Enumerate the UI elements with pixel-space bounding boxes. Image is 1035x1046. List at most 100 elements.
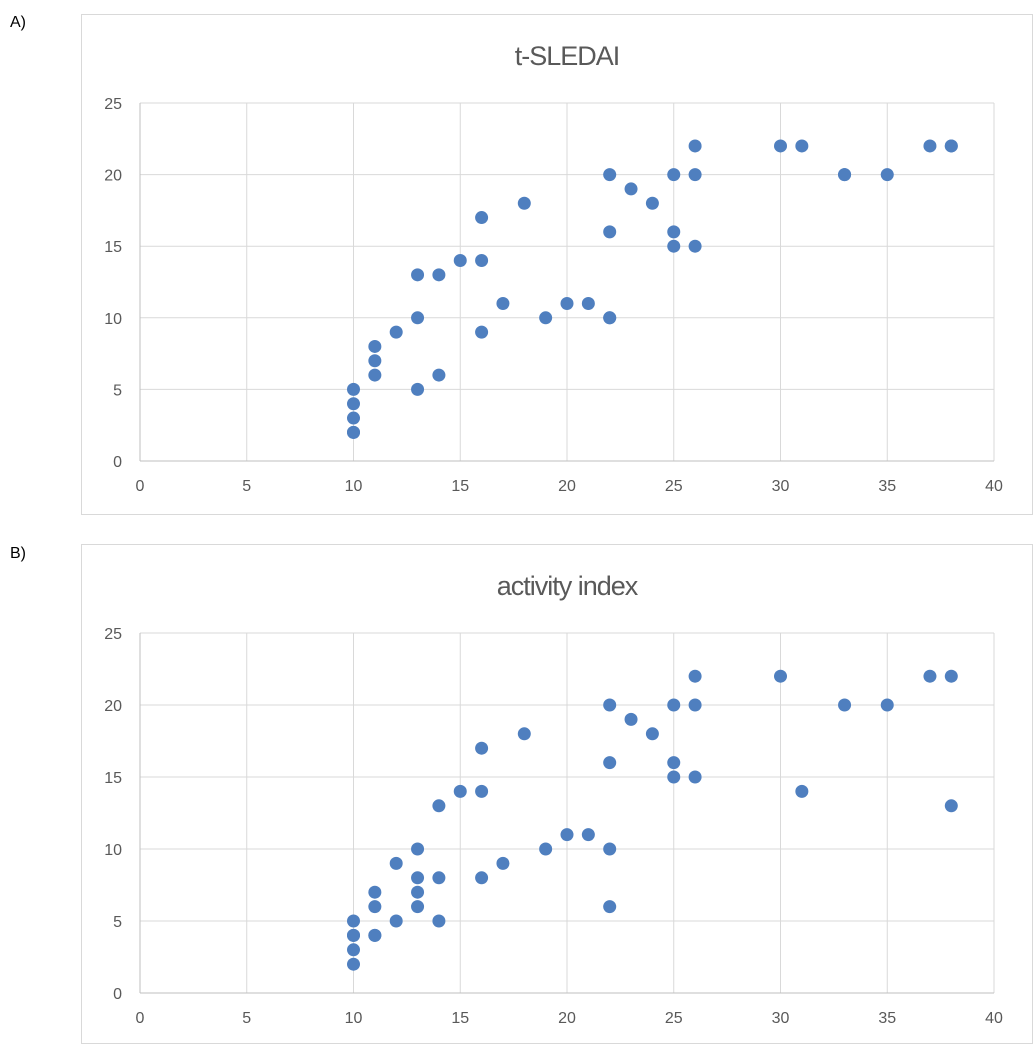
chart-b-point: [368, 928, 382, 942]
chart-b-point: [517, 727, 531, 741]
chart-b-point: [688, 770, 702, 784]
chart-b-point: [411, 871, 425, 885]
chart-b-point: [795, 784, 809, 798]
chart-a-point: [581, 296, 595, 310]
chart-b-point: [944, 669, 958, 683]
chart-b-x-tick-label: 10: [345, 1010, 363, 1027]
chart-a-point: [645, 196, 659, 210]
chart-a-x-tick-label: 30: [772, 478, 790, 495]
chart-a-x-tick-label: 35: [878, 478, 896, 495]
chart-a-point: [539, 311, 553, 325]
chart-a-point: [368, 354, 382, 368]
chart-b-point: [624, 712, 638, 726]
chart-b-point: [560, 828, 574, 842]
chart-a-x-tick-label: 15: [451, 478, 469, 495]
chart-a-point: [517, 196, 531, 210]
chart-b-point: [838, 698, 852, 712]
chart-b-x-tick-label: 15: [451, 1010, 469, 1027]
chart-a-point: [347, 397, 360, 411]
chart-b-point: [432, 799, 446, 813]
chart-b-point: [475, 871, 489, 885]
chart-b-svg: activity index 0 5 10 15 20 25 0 5 10 15 20 25 30 35 40: [104, 571, 1003, 1027]
chart-a-point: [432, 268, 446, 282]
chart-a-point: [389, 325, 403, 339]
chart-a-point: [603, 311, 617, 325]
chart-b-point: [347, 914, 360, 928]
chart-a-y-tick-label: 15: [104, 239, 122, 256]
chart-a-x-tick-label: 25: [665, 478, 683, 495]
chart-a-y-tick-label: 25: [104, 96, 122, 113]
chart-a-x-tick-label: 10: [345, 478, 363, 495]
chart-b-point: [453, 784, 467, 798]
chart-b-point: [411, 842, 425, 856]
chart-a-point: [453, 254, 467, 268]
chart-a-point: [667, 225, 681, 239]
chart-b-point: [645, 727, 659, 741]
chart-a-point: [603, 225, 617, 239]
chart-b-x-tick-label: 40: [985, 1010, 1003, 1027]
chart-b-point: [411, 900, 425, 914]
chart-b-y-tick-label: 0: [113, 986, 122, 1003]
chart-b-point: [389, 914, 403, 928]
chart-b-x-tick-label: 35: [878, 1010, 896, 1027]
chart-a-point: [347, 425, 360, 439]
chart-a-x-tick-label: 5: [242, 478, 251, 495]
chart-b-point: [368, 900, 382, 914]
chart-b-point: [774, 669, 787, 683]
chart-b-x-tick-label: 30: [772, 1010, 790, 1027]
chart-b-x-tick-label: 20: [558, 1010, 576, 1027]
chart-a-point: [560, 296, 574, 310]
chart-b-point: [667, 698, 681, 712]
chart-b-point: [667, 756, 681, 770]
chart-b-point: [347, 928, 360, 942]
chart-b-container: activity index 0 5 10 15 20 25 0 5 10 15 20 25 30 35 40: [81, 544, 1033, 1044]
chart-b-point: [475, 741, 489, 755]
chart-a-point: [475, 325, 489, 339]
chart-b-x-tick-label: 5: [242, 1010, 251, 1027]
chart-a-y-tick-label: 20: [104, 168, 122, 185]
chart-a-point: [432, 368, 446, 382]
chart-a-y-tick-label: 0: [113, 454, 122, 471]
panel-label-a: A): [10, 14, 26, 31]
chart-a-point: [688, 239, 702, 253]
chart-a-point: [923, 139, 937, 153]
chart-a-y-tick-label: 5: [113, 382, 122, 399]
chart-b-point: [432, 871, 446, 885]
chart-b-point: [496, 856, 510, 870]
chart-a-point: [368, 339, 382, 353]
chart-b-title: activity index: [497, 571, 639, 601]
chart-b-point: [667, 770, 681, 784]
chart-a-point: [411, 268, 425, 282]
chart-a-point: [667, 168, 681, 182]
chart-a-point: [838, 168, 852, 182]
chart-b-point: [539, 842, 553, 856]
chart-b-y-tick-label: 25: [104, 626, 122, 643]
chart-b-point: [347, 957, 360, 971]
chart-a-point: [475, 254, 489, 268]
chart-b-point: [923, 669, 937, 683]
chart-a-point: [347, 411, 360, 425]
chart-a-point: [624, 182, 638, 196]
chart-a-point: [795, 139, 809, 153]
chart-b-point: [432, 914, 446, 928]
chart-a-point: [368, 368, 382, 382]
chart-b-x-tick-label: 0: [136, 1010, 145, 1027]
chart-b-point: [944, 799, 958, 813]
chart-a-y-tick-label: 10: [104, 311, 122, 328]
chart-b-x-tick-label: 25: [665, 1010, 683, 1027]
chart-b-point: [603, 756, 617, 770]
chart-a-title: t-SLEDAI: [515, 41, 620, 71]
chart-a-point: [347, 382, 360, 396]
chart-a-point: [411, 382, 425, 396]
chart-b-point: [411, 885, 425, 899]
chart-a-point: [411, 311, 425, 325]
chart-a-svg: t-SLEDAI 0 5 10 15 20 25 0 5 10 15 20 25 30 35 40: [104, 41, 1003, 495]
chart-b-point: [603, 842, 617, 856]
chart-b-point: [880, 698, 894, 712]
chart-b-point: [389, 856, 403, 870]
chart-b-point: [603, 900, 617, 914]
chart-a-point: [944, 139, 958, 153]
chart-a-point: [688, 139, 702, 153]
chart-b-y-tick-label: 15: [104, 770, 122, 787]
chart-a-x-tick-label: 20: [558, 478, 576, 495]
